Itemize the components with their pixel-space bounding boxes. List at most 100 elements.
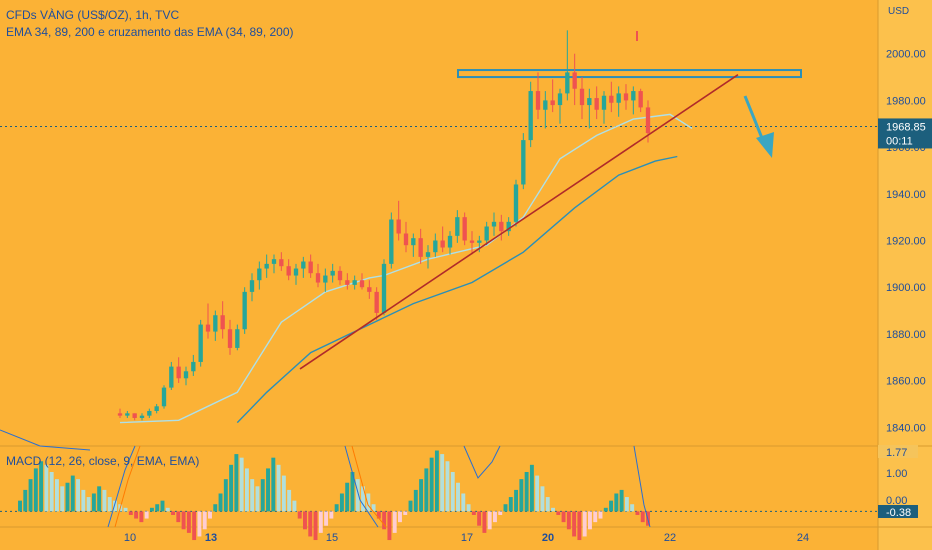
forecast-arrow-head — [756, 132, 774, 158]
macd-bar — [640, 511, 645, 523]
macd-bar — [155, 504, 160, 512]
macd-bar — [440, 454, 445, 512]
macd-bar — [398, 511, 402, 523]
macd-bar — [234, 454, 239, 512]
candle-body — [587, 98, 592, 106]
candle-body — [198, 324, 203, 362]
macd-bar — [609, 500, 614, 512]
macd-line-left — [0, 429, 91, 451]
macd-bar — [223, 479, 228, 512]
macd-bar — [70, 475, 75, 512]
macd-bar — [255, 486, 260, 512]
candle-body — [521, 140, 526, 185]
macd-bar — [313, 511, 318, 541]
candle-body — [205, 324, 211, 332]
macd-bar — [498, 511, 503, 515]
candle-body — [257, 268, 262, 281]
macd-bar — [514, 489, 519, 512]
candle-body — [484, 226, 489, 241]
candle-body — [550, 100, 555, 106]
y-tick-label: 1920.00 — [886, 236, 926, 248]
macd-bar — [60, 486, 65, 512]
macd-bar — [492, 511, 497, 523]
macd-bar — [392, 511, 397, 533]
ema-mid-line — [236, 155, 678, 424]
macd-bar — [572, 511, 577, 537]
candle-body — [176, 366, 181, 379]
macd-legend: MACD (12, 26, close, 9, EMA, EMA) — [6, 454, 200, 468]
candle-body — [411, 238, 416, 246]
candle-body — [579, 88, 585, 106]
candle-body — [631, 91, 636, 101]
macd-bar — [456, 482, 460, 512]
macd-scale-tag — [878, 505, 918, 518]
event-marker — [636, 31, 638, 41]
macd-bar — [102, 489, 107, 512]
candle-body — [477, 240, 482, 243]
candle-body — [447, 235, 453, 248]
candle-body — [161, 387, 167, 407]
macd-bar — [619, 489, 624, 512]
macd-bar — [413, 489, 418, 512]
macd-bar — [281, 475, 286, 512]
macd-bar — [361, 486, 365, 512]
macd-bar — [91, 493, 96, 512]
macd-bar — [419, 479, 424, 512]
macd-bar — [128, 511, 133, 515]
macd-bar — [303, 511, 307, 530]
candle-body — [191, 361, 196, 372]
y-tick-label: 1860.00 — [886, 376, 926, 388]
candle-body — [491, 221, 497, 227]
macd-bar — [408, 500, 413, 512]
macd-bar — [524, 471, 529, 512]
candle-body — [242, 291, 247, 330]
candle-body — [337, 270, 343, 281]
candle-body — [374, 291, 379, 313]
candle-body — [235, 329, 240, 348]
resistance-zone — [457, 69, 802, 79]
candle-body — [645, 107, 651, 134]
macd-bar — [181, 511, 186, 530]
macd-bar — [566, 511, 571, 530]
macd-bar — [355, 479, 360, 512]
candle-body — [623, 93, 629, 101]
macd-bar — [65, 482, 70, 512]
macd-bar — [329, 511, 334, 519]
macd-bar — [208, 511, 212, 519]
macd-bar — [165, 507, 170, 512]
candle-body — [220, 315, 225, 330]
candle-body — [535, 91, 541, 110]
macd-bar — [271, 457, 276, 512]
macd-bar — [429, 457, 434, 512]
candle-body — [455, 217, 460, 236]
macd-bar — [134, 511, 139, 519]
candle-body — [125, 413, 130, 416]
countdown-value: 00:11 — [886, 135, 913, 147]
macd-bar — [54, 479, 59, 512]
macd-bar — [287, 489, 292, 512]
macd-bar — [266, 468, 270, 512]
macd-bar — [477, 511, 482, 526]
macd-bar — [160, 500, 165, 512]
macd-scale-label: 0.00 — [886, 495, 907, 507]
candle-body — [418, 238, 423, 257]
x-tick-label: 24 — [797, 532, 809, 544]
candle-body — [227, 329, 233, 348]
candle-body — [513, 184, 519, 222]
macd-bar — [318, 511, 323, 533]
candle-body — [279, 259, 284, 267]
candle-body — [403, 233, 409, 246]
macd-bar — [551, 507, 555, 512]
macd-bar — [18, 500, 22, 512]
candle-body — [425, 252, 431, 257]
y-tick-label: 1940.00 — [886, 189, 926, 201]
macd-bar — [44, 464, 49, 512]
candle-body — [396, 219, 401, 234]
macd-bar — [587, 511, 592, 530]
macd-bar — [529, 464, 534, 512]
macd-bar — [28, 479, 33, 512]
macd-bar — [466, 504, 471, 512]
x-tick-label: 13 — [205, 532, 217, 544]
